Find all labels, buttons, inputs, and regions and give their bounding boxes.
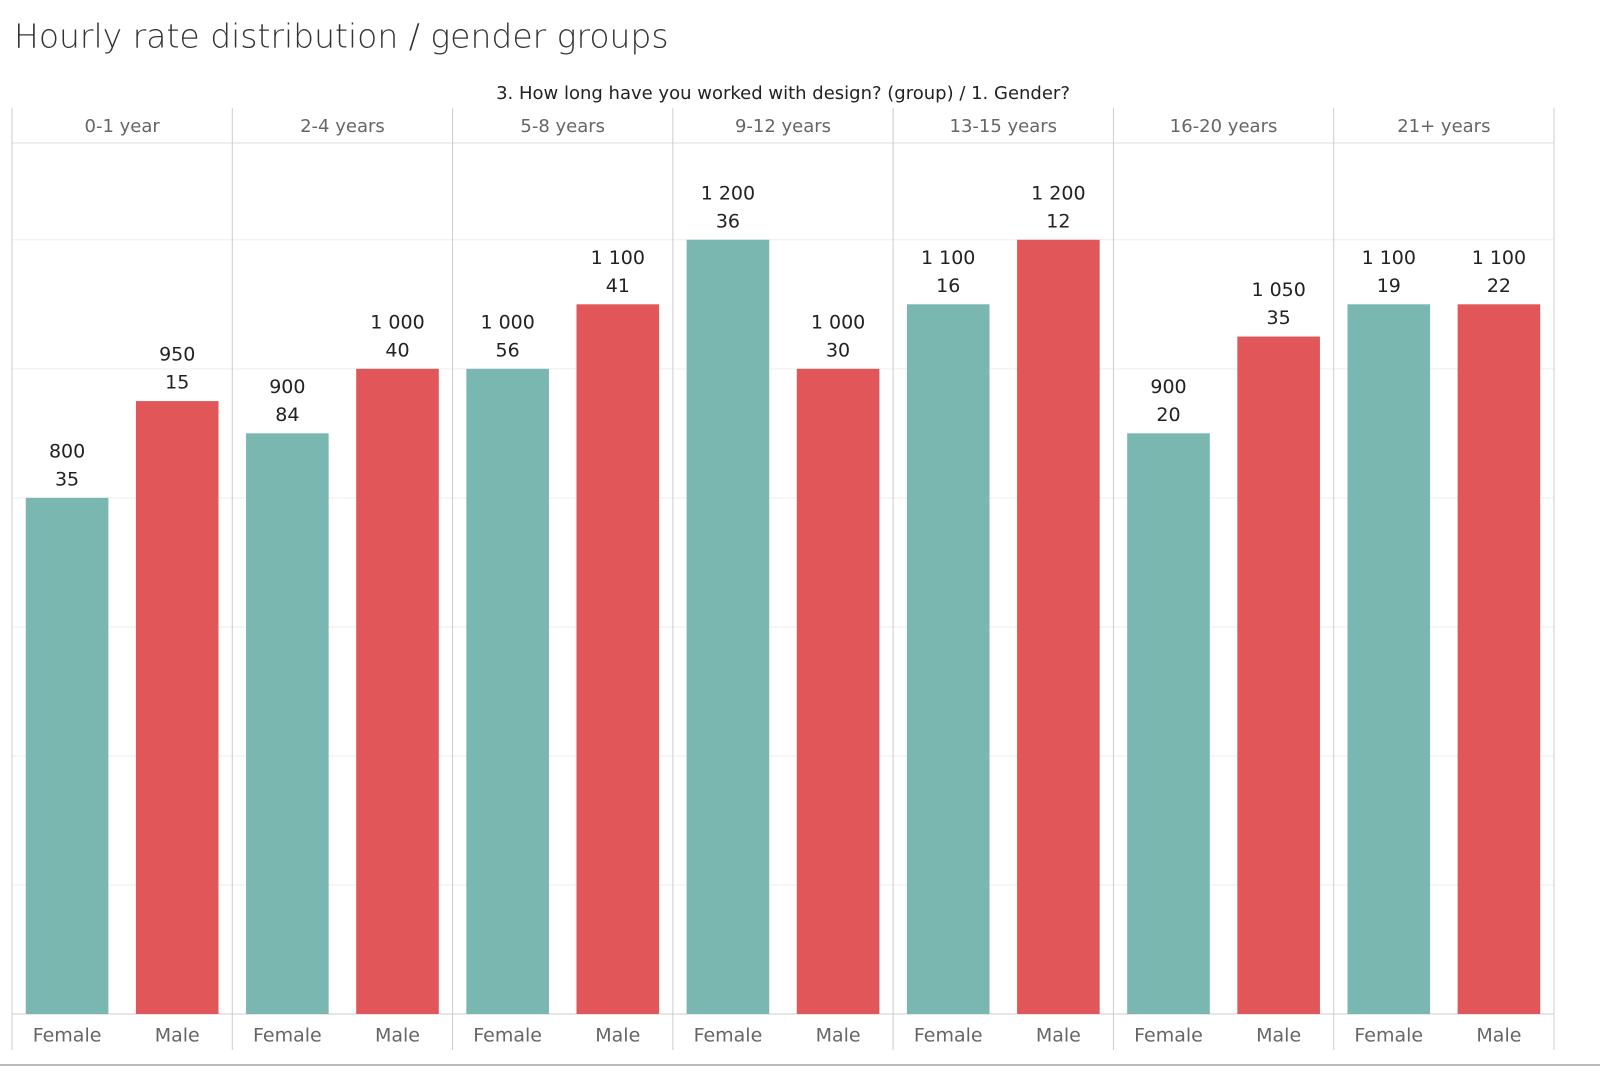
count-label: 19 (1377, 275, 1401, 297)
count-label: 36 (716, 210, 740, 232)
value-label: 900 (269, 376, 305, 398)
x-tick-label: Male (1256, 1025, 1301, 1047)
bar (246, 433, 329, 1014)
bar (1127, 433, 1210, 1014)
x-tick-label: Female (914, 1025, 983, 1047)
x-tick-label: Female (1354, 1025, 1423, 1047)
x-tick-label: Male (816, 1025, 861, 1047)
count-label: 12 (1046, 210, 1070, 232)
count-label: 30 (826, 339, 850, 361)
count-label: 16 (936, 275, 960, 297)
count-label: 41 (606, 275, 630, 297)
value-label: 1 200 (701, 182, 755, 204)
column-header: 3. How long have you worked with design?… (496, 83, 1070, 104)
value-label: 1 100 (921, 247, 975, 269)
count-label: 35 (55, 468, 79, 490)
bar (796, 368, 880, 1014)
x-tick-label: Female (694, 1025, 763, 1047)
count-label: 84 (275, 404, 299, 426)
x-tick-label: Female (253, 1025, 322, 1047)
count-label: 35 (1267, 307, 1291, 329)
x-tick-label: Male (155, 1025, 200, 1047)
value-label: 1 100 (1362, 247, 1416, 269)
chart-title: Hourly rate distribution / gender groups (14, 17, 669, 56)
group-label: 2-4 years (300, 116, 385, 137)
group-label: 13-15 years (950, 116, 1058, 137)
count-label: 20 (1156, 404, 1180, 426)
group-label: 5-8 years (520, 116, 605, 137)
bar (1237, 336, 1320, 1014)
count-label: 15 (165, 372, 189, 394)
value-label: 1 050 (1251, 279, 1305, 301)
value-label: 1 000 (370, 311, 424, 333)
value-label: 1 100 (1472, 247, 1526, 269)
bar (906, 304, 990, 1015)
bar (576, 304, 660, 1015)
bar (686, 239, 770, 1014)
value-label: 800 (49, 440, 85, 462)
group-label: 0-1 year (85, 116, 161, 137)
bar (1017, 239, 1100, 1014)
group-label: 16-20 years (1170, 116, 1278, 137)
bar (356, 368, 439, 1014)
bar (1347, 304, 1431, 1015)
bar (466, 368, 549, 1014)
value-label: 900 (1150, 376, 1186, 398)
value-label: 1 000 (480, 311, 534, 333)
bar (1457, 304, 1541, 1015)
value-label: 950 (159, 344, 195, 366)
count-label: 40 (385, 339, 409, 361)
group-label: 21+ years (1397, 116, 1490, 137)
x-tick-label: Female (1134, 1025, 1203, 1047)
value-label: 1 000 (811, 311, 865, 333)
group-label: 9-12 years (735, 116, 831, 137)
count-label: 22 (1487, 275, 1511, 297)
x-tick-label: Male (595, 1025, 640, 1047)
x-tick-label: Female (33, 1025, 102, 1047)
bar (135, 401, 219, 1014)
value-label: 1 200 (1031, 182, 1085, 204)
bar (25, 497, 109, 1015)
x-tick-label: Male (1036, 1025, 1081, 1047)
x-tick-label: Male (375, 1025, 420, 1047)
x-tick-label: Female (473, 1025, 542, 1047)
value-label: 1 100 (591, 247, 645, 269)
x-tick-label: Male (1476, 1025, 1521, 1047)
count-label: 56 (496, 339, 520, 361)
